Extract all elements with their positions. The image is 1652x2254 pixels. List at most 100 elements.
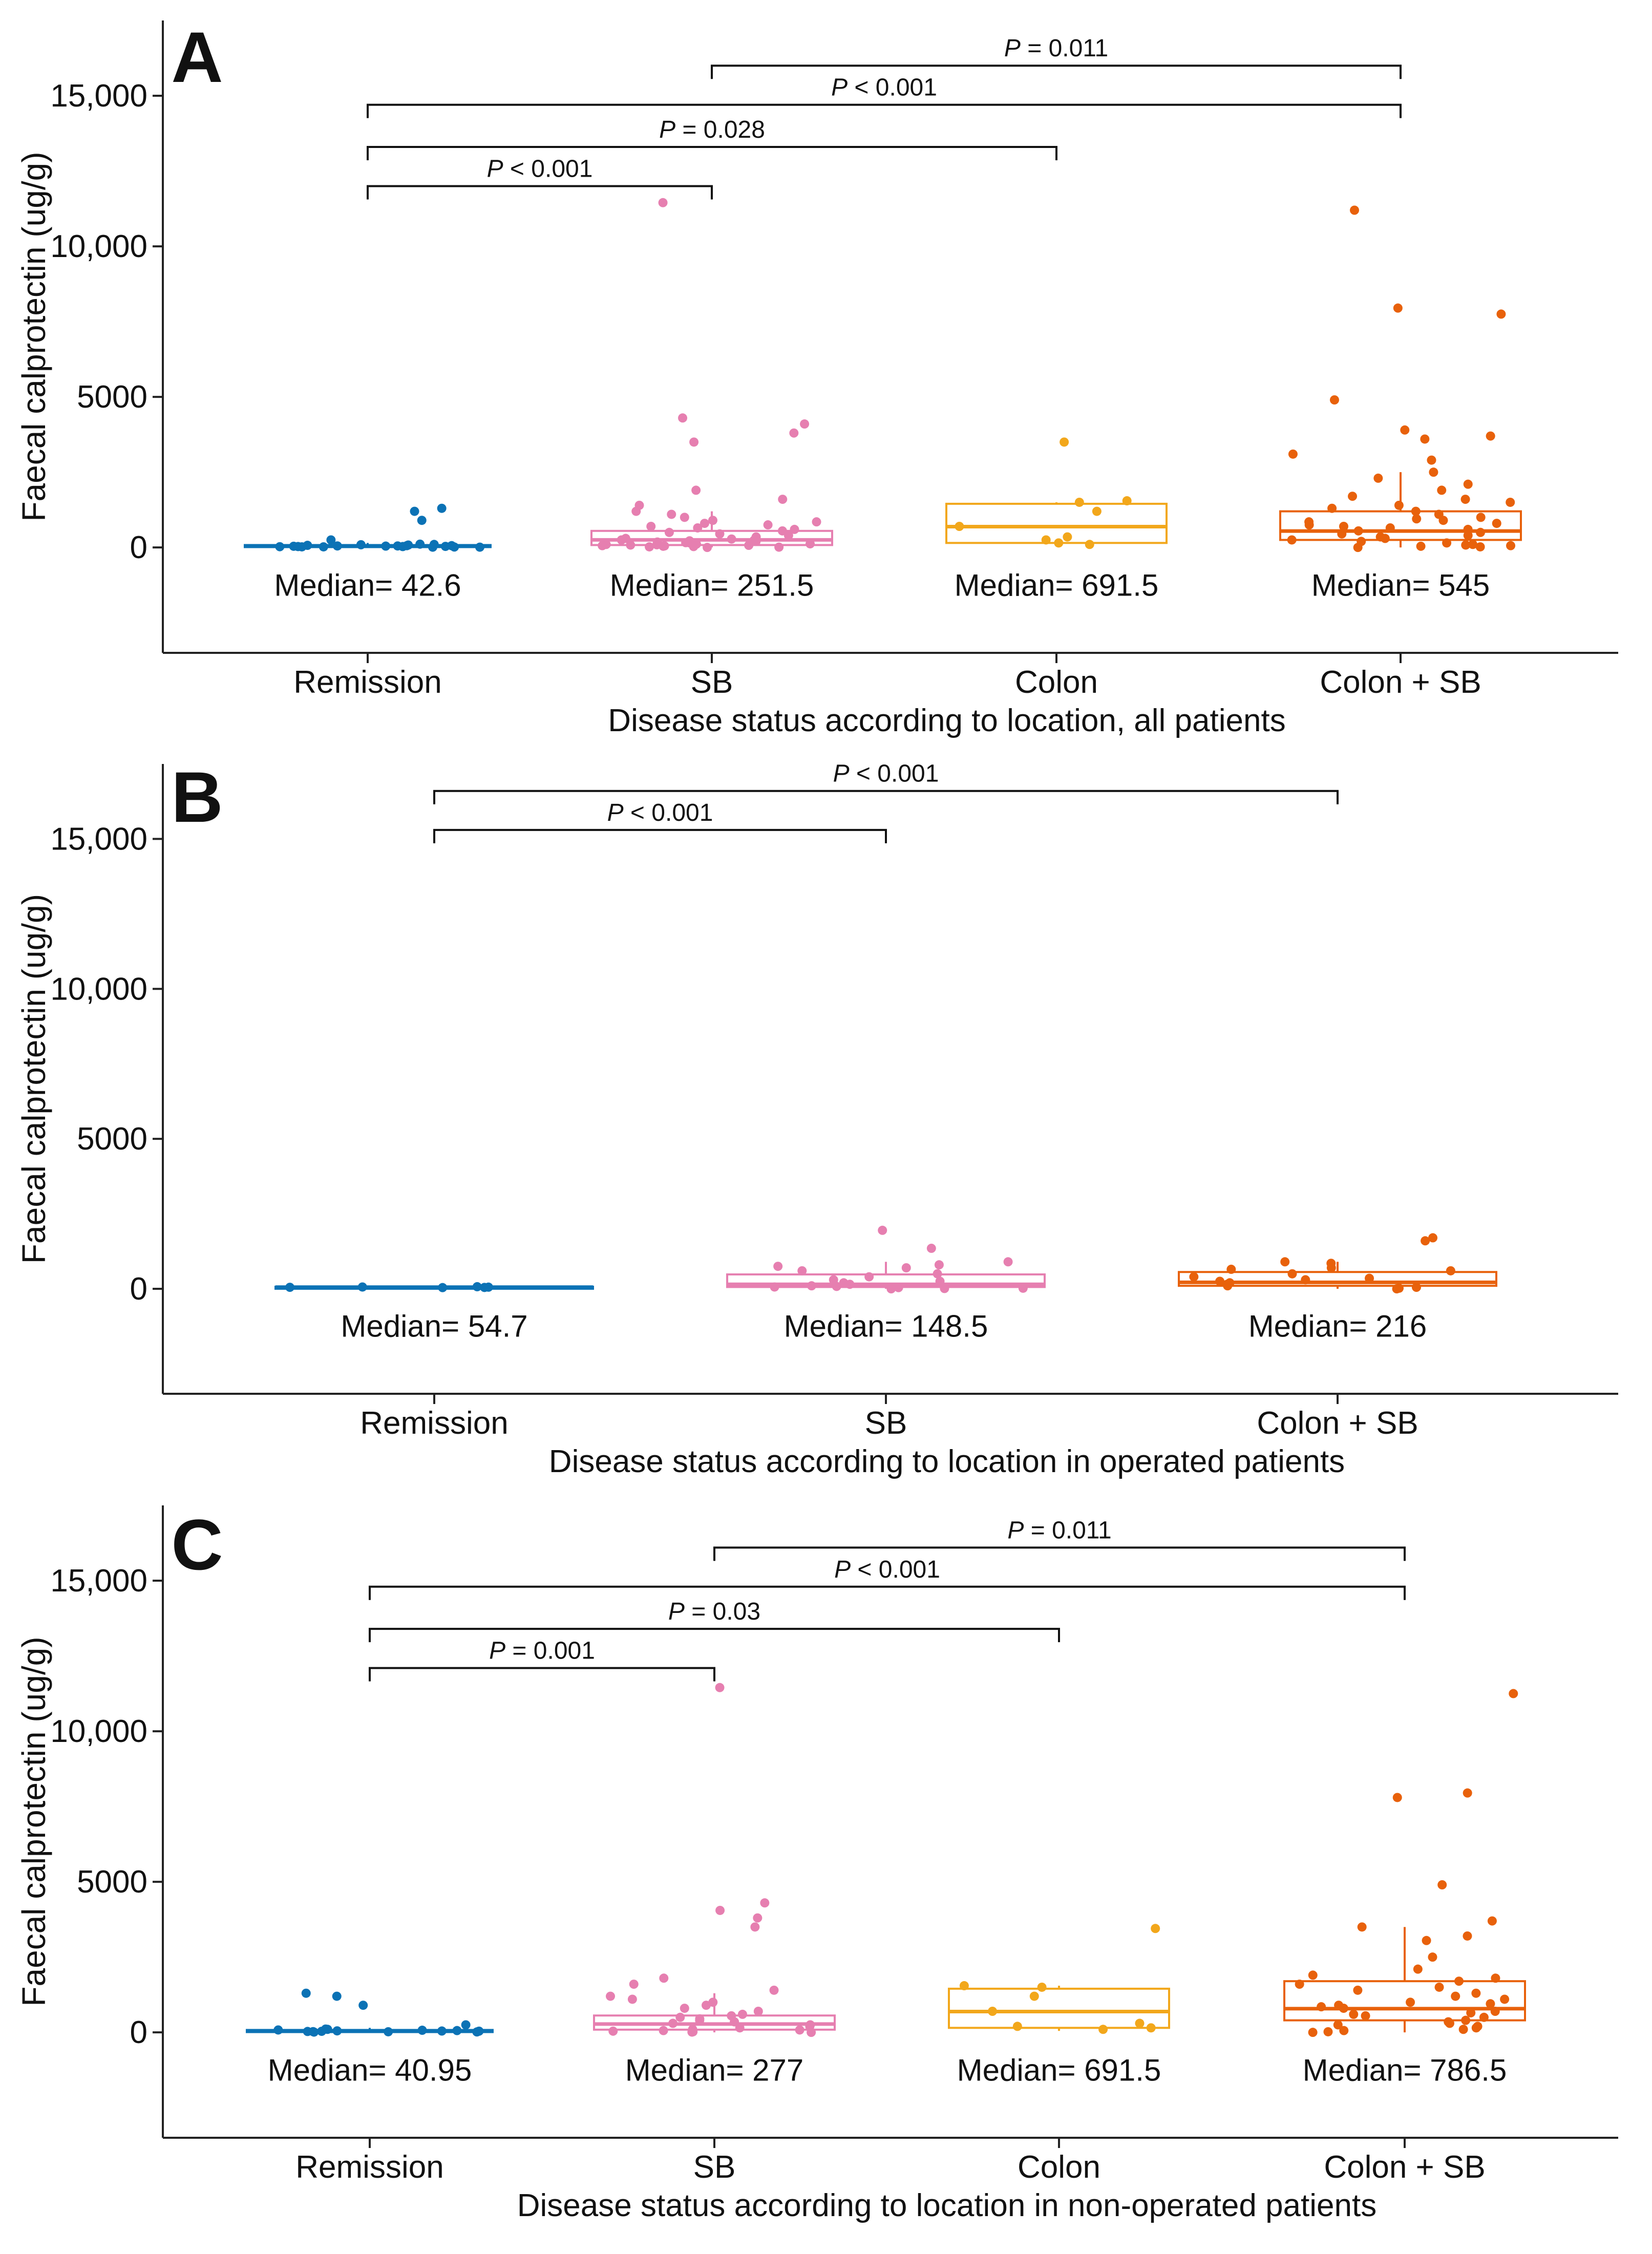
data-point	[332, 2026, 342, 2036]
median-label: Median= 54.7	[341, 1309, 527, 1344]
data-point	[1074, 497, 1084, 507]
x-tick-label: Colon + SB	[1324, 2150, 1485, 2185]
data-point	[358, 2001, 368, 2010]
p-value-label: P < 0.001	[834, 1556, 940, 1583]
data-point	[735, 2023, 745, 2033]
data-point	[1098, 2025, 1108, 2034]
data-point	[461, 2020, 471, 2030]
data-point	[646, 522, 656, 531]
data-point	[730, 2017, 739, 2027]
median-label: Median= 691.5	[955, 568, 1159, 602]
data-point	[402, 541, 412, 550]
p-value-text: = 0.03	[685, 1598, 760, 1625]
data-point	[691, 485, 701, 495]
data-point	[1018, 1283, 1028, 1293]
median-label: Median= 691.5	[957, 2053, 1161, 2087]
bracket-line	[711, 65, 1402, 79]
data-point	[790, 524, 799, 534]
data-point	[668, 2018, 678, 2028]
data-point	[1385, 523, 1395, 533]
data-point	[1287, 535, 1297, 545]
significance-bracket: P = 0.001	[369, 1638, 715, 1682]
data-point	[437, 503, 447, 513]
data-point	[1380, 534, 1390, 543]
data-point	[680, 2004, 689, 2013]
data-point	[393, 541, 403, 551]
data-point	[1063, 532, 1072, 542]
data-point	[797, 1266, 807, 1275]
data-point	[301, 1988, 311, 1998]
data-point	[629, 1980, 639, 1989]
data-point	[1428, 1952, 1437, 1962]
data-point	[1308, 2028, 1318, 2037]
p-value-symbol: P	[607, 799, 624, 826]
data-point	[1280, 1257, 1290, 1267]
y-axis-title: Faecal calprotectin (ug/g)	[15, 894, 52, 1264]
data-point	[480, 1283, 490, 1292]
bracket-line	[433, 828, 887, 843]
data-point	[1308, 1970, 1318, 1980]
data-point	[357, 1282, 367, 1292]
x-axis-title: Disease status according to location in …	[549, 1444, 1345, 1479]
panel-label: B	[171, 757, 223, 837]
data-point	[1490, 2007, 1500, 2016]
p-value-label: P = 0.028	[659, 116, 765, 143]
data-point	[608, 2026, 618, 2036]
p-value-label: P < 0.001	[487, 155, 593, 182]
data-point	[1479, 2012, 1489, 2022]
p-value-label: P = 0.001	[489, 1638, 595, 1665]
group-colon-sb: Colon + SB Median= 786.5	[1283, 1689, 1526, 2185]
data-point	[415, 539, 425, 549]
data-point	[1466, 2008, 1476, 2017]
data-point	[1463, 1931, 1472, 1941]
data-point	[631, 506, 641, 516]
data-point	[1446, 1266, 1455, 1275]
data-point	[1421, 1236, 1430, 1246]
x-tick-label: Remission	[360, 1406, 508, 1441]
data-point	[332, 1991, 342, 2001]
x-axis-title: Disease status according to location in …	[517, 2188, 1376, 2223]
panel-c: 0 5000 10,000 15,000 Faecal calprotectin (ug…	[15, 1504, 1618, 2223]
median-label: Median= 40.95	[268, 2053, 472, 2087]
data-point	[751, 537, 761, 546]
data-point	[783, 530, 793, 540]
group-sb: SB Median= 277	[593, 1683, 836, 2185]
data-point	[737, 2009, 747, 2019]
data-point	[1463, 1788, 1472, 1798]
median-label: Median= 42.6	[274, 568, 461, 602]
data-point	[1429, 467, 1438, 477]
data-point	[1301, 1275, 1310, 1285]
data-point	[760, 1898, 770, 1908]
data-point	[689, 437, 699, 447]
data-point	[845, 1280, 855, 1289]
data-point	[1337, 529, 1347, 539]
p-value-text: = 0.001	[505, 1638, 595, 1665]
significance-bracket: P = 0.028	[367, 116, 1057, 160]
data-point	[437, 2026, 447, 2036]
data-point	[1400, 425, 1410, 435]
data-point	[1146, 2023, 1156, 2033]
x-tick-label: Remission	[293, 665, 441, 700]
data-point	[1189, 1272, 1199, 1282]
data-point	[659, 1973, 669, 1983]
y-tick-label: 15,000	[50, 1563, 147, 1599]
bracket-line	[367, 146, 1057, 160]
group-colon-sb: Colon + SB Median= 216	[1178, 1233, 1497, 1441]
data-point	[955, 522, 964, 531]
data-point	[1460, 495, 1470, 504]
p-value-label: P = 0.03	[668, 1598, 760, 1625]
data-point	[1326, 1263, 1336, 1272]
data-point	[1357, 1922, 1367, 1932]
data-point	[1295, 1980, 1304, 1989]
p-value-text: = 0.011	[1021, 35, 1108, 62]
x-tick-label: Colon	[1018, 2150, 1100, 2185]
data-point	[1471, 1988, 1481, 1998]
y-tick-label: 10,000	[50, 1714, 147, 1749]
data-point	[297, 542, 307, 551]
y-tick-label: 5000	[77, 379, 147, 415]
group-remission: Remission Median= 40.95	[246, 1988, 494, 2185]
group-remission: Remission Median= 42.6	[244, 503, 492, 700]
data-point	[715, 1683, 725, 1692]
x-tick-label: SB	[693, 2150, 736, 2185]
data-point	[1463, 479, 1473, 489]
